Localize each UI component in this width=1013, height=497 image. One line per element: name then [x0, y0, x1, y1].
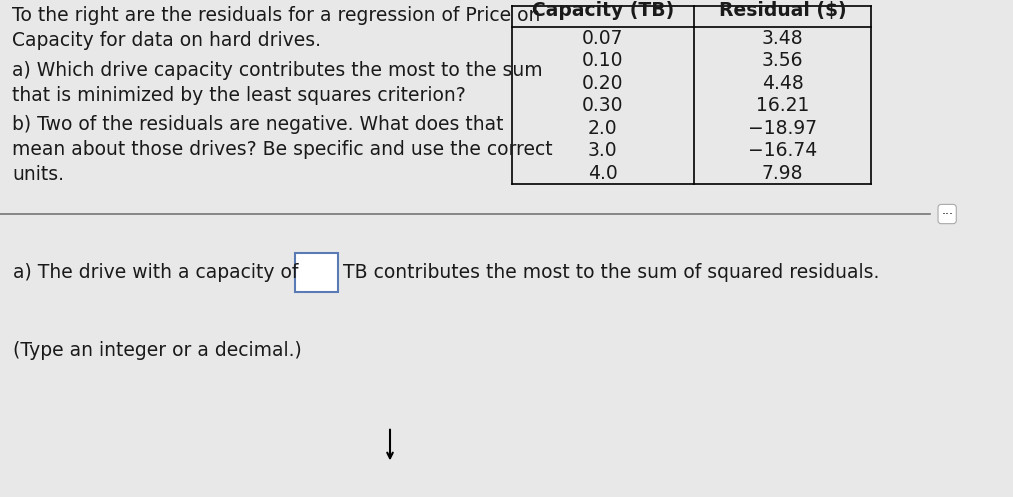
Text: −18.97: −18.97 — [748, 119, 817, 138]
Text: Capacity (TB): Capacity (TB) — [532, 1, 674, 20]
Text: 3.0: 3.0 — [588, 141, 618, 160]
Text: 4.0: 4.0 — [588, 164, 618, 183]
Text: a) The drive with a capacity of: a) The drive with a capacity of — [13, 263, 299, 282]
Text: (Type an integer or a decimal.): (Type an integer or a decimal.) — [13, 341, 302, 360]
Text: Residual ($): Residual ($) — [719, 1, 846, 20]
Text: To the right are the residuals for a regression of Price on
Capacity for data on: To the right are the residuals for a reg… — [12, 6, 541, 51]
Text: a) Which drive capacity contributes the most to the sum
that is minimized by the: a) Which drive capacity contributes the … — [12, 61, 543, 104]
Text: 7.98: 7.98 — [762, 164, 803, 183]
Text: 0.30: 0.30 — [582, 96, 623, 115]
Text: 3.48: 3.48 — [762, 29, 803, 48]
Text: ···: ··· — [941, 208, 953, 221]
Text: TB contributes the most to the sum of squared residuals.: TB contributes the most to the sum of sq… — [343, 263, 879, 282]
Text: 16.21: 16.21 — [756, 96, 809, 115]
Text: 0.20: 0.20 — [582, 74, 623, 93]
Text: b) Two of the residuals are negative. What does that
mean about those drives? Be: b) Two of the residuals are negative. Wh… — [12, 115, 553, 183]
Text: −16.74: −16.74 — [748, 141, 817, 160]
Text: 4.48: 4.48 — [762, 74, 803, 93]
FancyBboxPatch shape — [295, 252, 338, 292]
Text: 2.0: 2.0 — [588, 119, 618, 138]
Text: 0.07: 0.07 — [582, 29, 623, 48]
Text: 3.56: 3.56 — [762, 51, 803, 70]
Text: 0.10: 0.10 — [582, 51, 623, 70]
